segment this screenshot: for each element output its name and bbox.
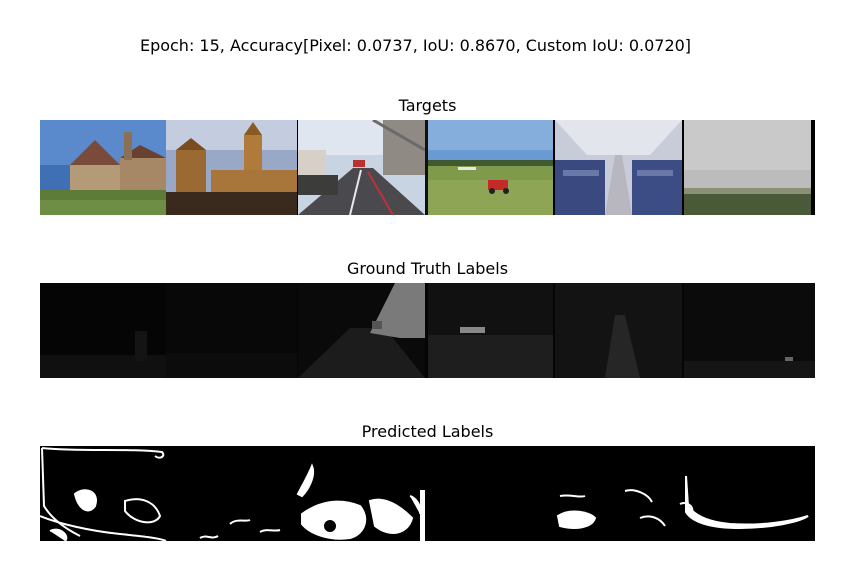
target-image-field	[428, 120, 553, 215]
targets-title: Targets	[398, 96, 457, 115]
pred-cabin	[556, 489, 694, 529]
figure-title: Epoch: 15, Accuracy[Pixel: 0.0737, IoU: …	[139, 36, 692, 55]
pred-fog	[685, 475, 809, 530]
predicted-title: Predicted Labels	[361, 422, 494, 441]
target-image-cabin	[555, 120, 682, 215]
gt-street	[298, 283, 425, 378]
predicted-strip	[40, 446, 815, 541]
ground-truth-title: Ground Truth Labels	[346, 259, 509, 278]
gt-cabin	[555, 283, 682, 378]
ground-truth-strip	[40, 283, 815, 378]
target-image-fog	[684, 120, 811, 215]
target-image-house	[40, 120, 166, 215]
target-image-street	[298, 120, 426, 215]
gt-house	[40, 331, 166, 378]
pred-house	[40, 447, 167, 541]
pred-church	[199, 519, 281, 539]
target-image-church	[166, 120, 297, 215]
gt-field	[428, 283, 553, 378]
pred-street	[296, 463, 425, 541]
gt-church	[166, 283, 297, 378]
targets-strip	[40, 120, 815, 215]
gt-fog	[684, 283, 815, 378]
